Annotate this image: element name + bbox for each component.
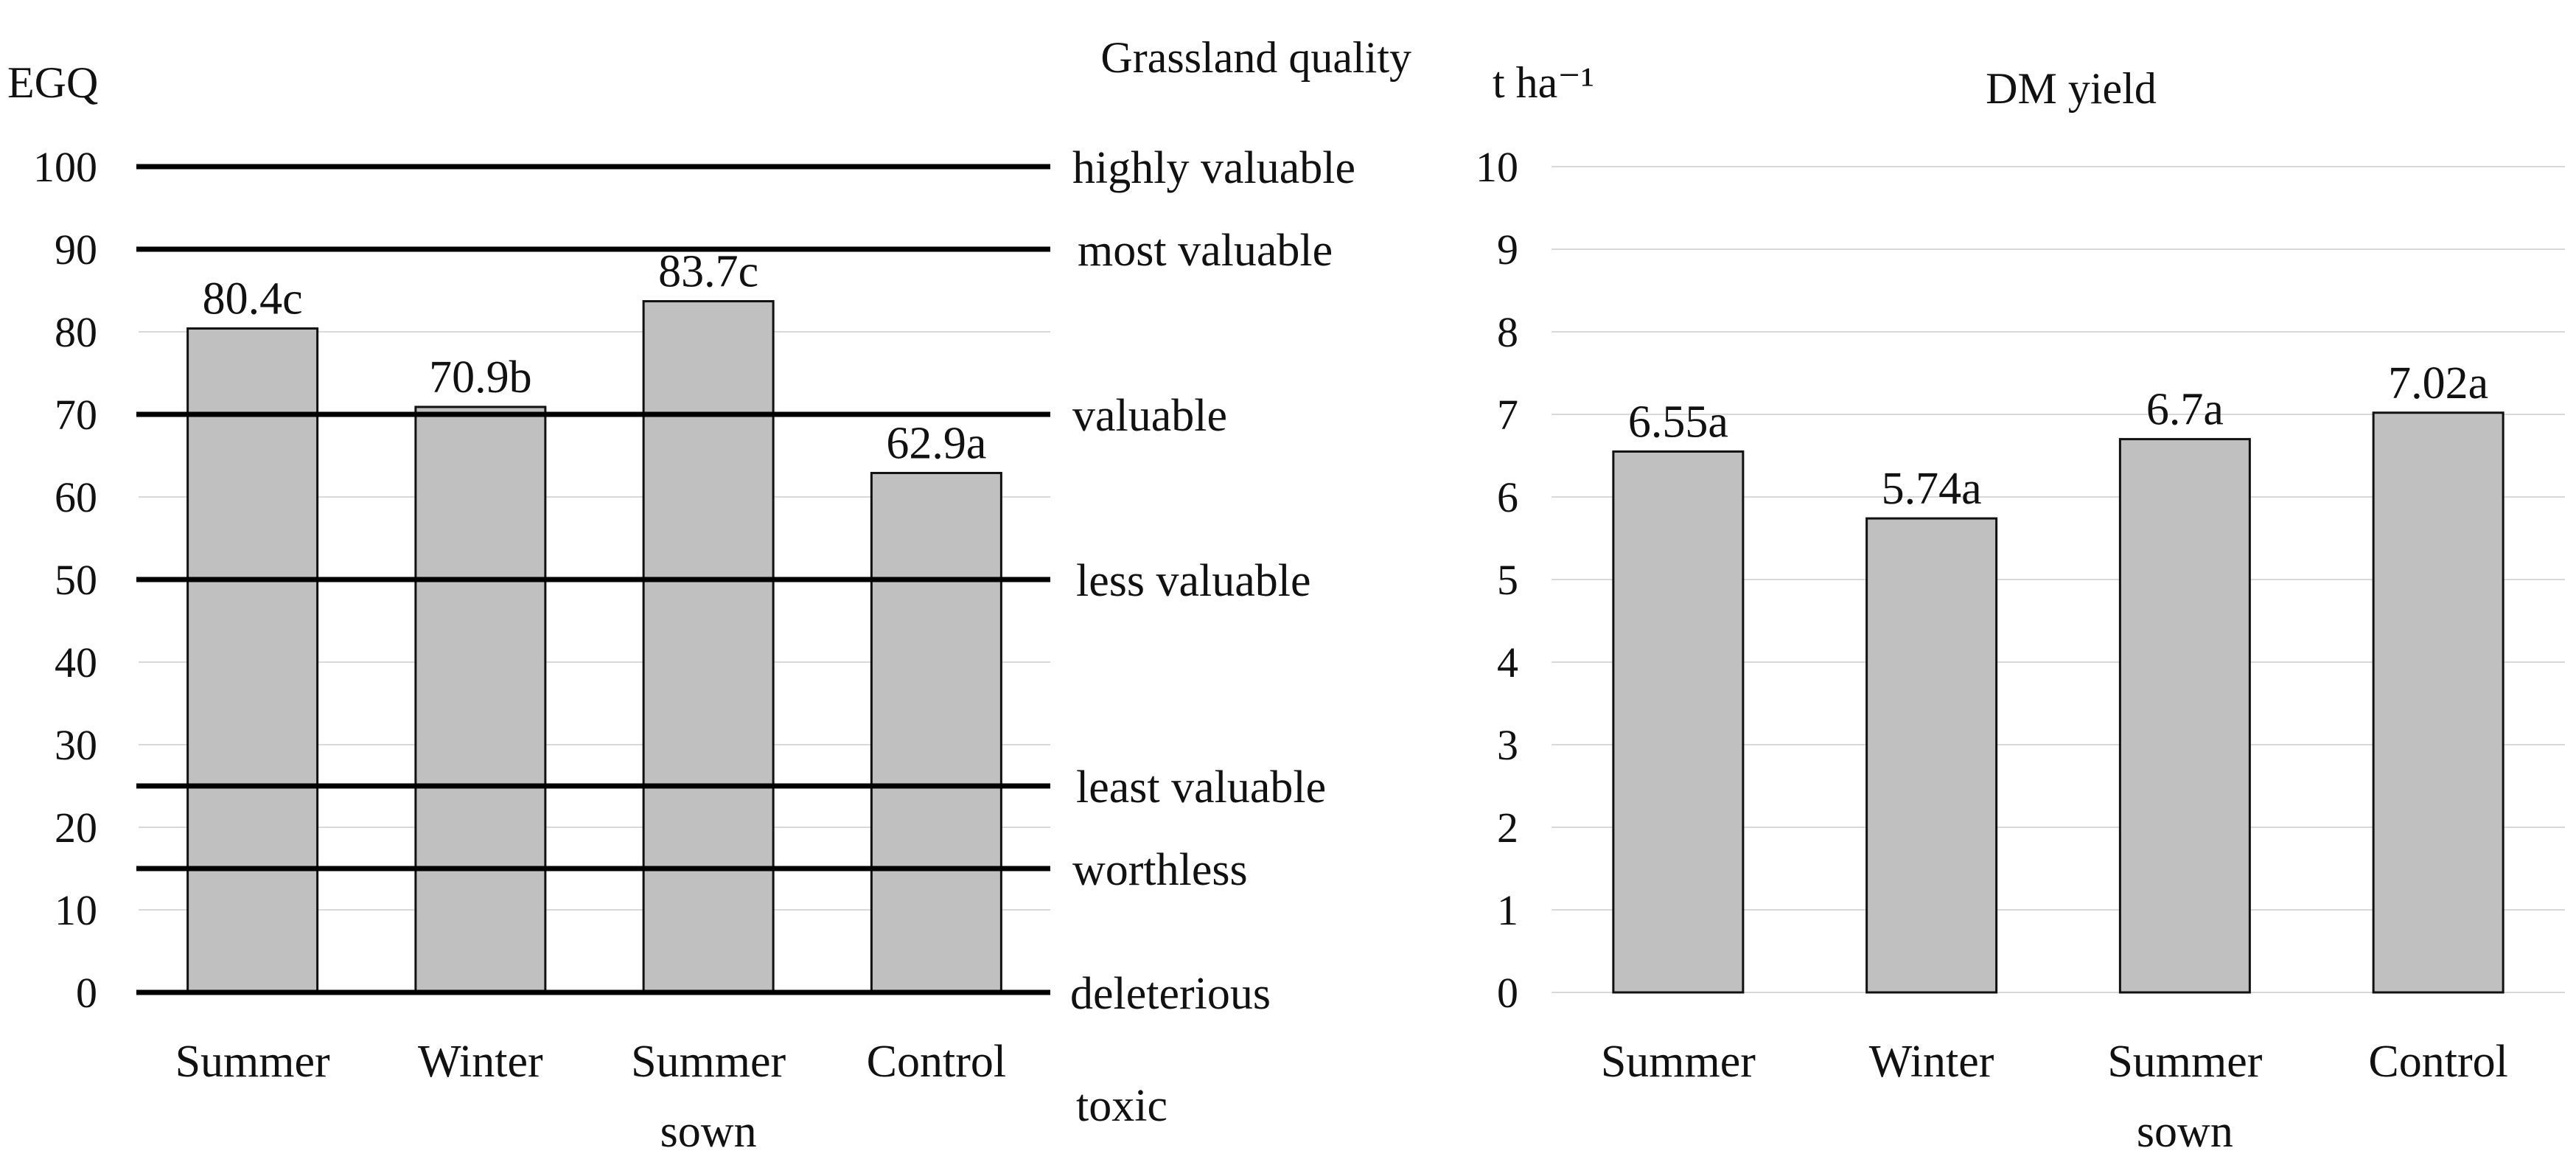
quality-class-lines: highly valuable most valuable valuable less…	[136, 143, 1355, 1131]
data-label: 62.9a	[886, 419, 986, 469]
y-tick-label: 10	[55, 886, 97, 934]
bars	[186, 300, 1002, 994]
data-label: 83.7c	[658, 247, 758, 297]
y-tick-label: 1	[1497, 886, 1518, 934]
y-axis-ticks: 0 1 2 3 4 5 6 7 8 9 10	[1476, 143, 1518, 1017]
quality-class-label: less valuable	[1076, 556, 1311, 606]
quality-class-label: worthless	[1072, 845, 1248, 895]
y-tick-label: 4	[1497, 639, 1518, 686]
y-tick-label: 30	[55, 721, 97, 769]
data-labels: 6.55a 5.74a 6.7a 7.02a	[1628, 358, 2488, 514]
bar	[2372, 411, 2505, 994]
y-tick-label: 0	[1497, 969, 1518, 1017]
data-labels: 80.4c 70.9b 83.7c 62.9a	[203, 247, 987, 469]
data-label: 70.9b	[429, 352, 532, 403]
data-label: 6.7a	[2146, 385, 2224, 435]
y-tick-label: 40	[55, 639, 97, 686]
data-label: 5.74a	[1882, 464, 1982, 514]
category-label: Summer sown	[631, 1037, 786, 1157]
y-tick-label: 8	[1497, 308, 1518, 356]
y-axis-ticks: 0 10 20 30 40 50 60 70 80 90 100	[33, 143, 97, 1017]
y-tick-label: 6	[1497, 473, 1518, 521]
bar	[2118, 438, 2251, 994]
data-label: 7.02a	[2388, 358, 2488, 408]
y-axis-unit-label: t ha⁻¹	[1493, 58, 1594, 107]
bars	[1612, 411, 2505, 994]
y-tick-label: 2	[1497, 804, 1518, 852]
y-tick-label: 70	[55, 391, 97, 439]
data-label: 6.55a	[1628, 397, 1728, 447]
category-label: Control	[2368, 1037, 2507, 1087]
category-label: Control	[867, 1037, 1006, 1087]
quality-class-label: valuable	[1072, 391, 1227, 441]
y-tick-label: 50	[55, 556, 97, 604]
y-axis-label: EGQ	[7, 58, 98, 107]
y-tick-label: 0	[76, 969, 97, 1017]
bar	[642, 300, 775, 994]
chart-title: DM yield	[1986, 64, 2157, 113]
y-tick-label: 7	[1497, 391, 1518, 439]
category-label: Summer sown	[2107, 1037, 2262, 1157]
y-tick-label: 3	[1497, 721, 1518, 769]
bar	[414, 406, 547, 994]
quality-class-label: highly valuable	[1072, 143, 1355, 193]
y-tick-label: 60	[55, 473, 97, 521]
quality-class-label: toxic	[1076, 1081, 1167, 1131]
y-tick-label: 10	[1476, 143, 1518, 191]
bar	[1612, 450, 1745, 994]
quality-class-label: least valuable	[1076, 762, 1326, 813]
bar	[186, 327, 319, 994]
y-tick-label: 90	[55, 226, 97, 274]
category-label: Winter	[1869, 1037, 1994, 1087]
dm-yield-chart: 0 1 2 3 4 5 6 7 8 9 10 Summer Winter Summer sown Contro…	[1476, 58, 2565, 1157]
bar	[870, 472, 1002, 994]
y-tick-label: 20	[55, 804, 97, 852]
right-axis-title: Grassland quality	[1100, 33, 1411, 82]
quality-class-label: most valuable	[1078, 226, 1333, 276]
bar	[1865, 517, 1998, 994]
category-label: Winter	[418, 1037, 543, 1087]
category-label: Summer	[1601, 1037, 1756, 1087]
y-tick-label: 5	[1497, 556, 1518, 604]
data-label: 80.4c	[203, 274, 303, 324]
y-tick-label: 80	[55, 308, 97, 356]
quality-class-label: deleterious	[1070, 969, 1271, 1019]
y-tick-label: 9	[1497, 226, 1518, 274]
category-label: Summer	[175, 1037, 330, 1087]
x-axis-categories: Summer Winter Summer sown Control	[1601, 1037, 2508, 1157]
y-tick-label: 100	[33, 143, 97, 191]
x-axis-categories: Summer Winter Summer sown Control	[175, 1037, 1007, 1157]
